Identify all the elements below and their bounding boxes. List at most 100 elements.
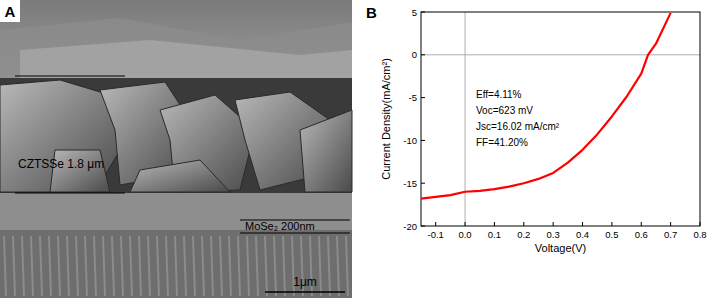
x-tick	[494, 222, 495, 226]
thickness-line	[15, 192, 125, 193]
sem-striation	[85, 236, 87, 296]
x-tick	[700, 222, 701, 226]
sem-striation	[22, 236, 24, 296]
panel-label-box	[0, 0, 20, 22]
sem-striation	[139, 236, 141, 296]
sem-striation	[193, 236, 195, 296]
plot-frame	[421, 12, 700, 226]
y-tick-label: -5	[409, 92, 417, 103]
figure: ACZTSSe 1.8 μmMoSe₂ 200nm1μmB-0.10.00.10…	[0, 0, 713, 298]
sem-striation	[220, 236, 222, 296]
x-tick	[670, 222, 671, 226]
sem-striation	[229, 236, 231, 296]
thickness-line	[15, 75, 125, 76]
sem-striation	[121, 236, 123, 296]
sem-striation	[184, 236, 186, 296]
x-tick	[435, 222, 436, 226]
y-tick	[421, 226, 425, 227]
sem-striation	[319, 236, 321, 296]
canvas: ACZTSSe 1.8 μmMoSe₂ 200nm1μmB-0.10.00.10…	[0, 0, 713, 298]
sem-striation	[328, 236, 330, 296]
y-tick-label: 0	[412, 49, 417, 60]
sem-surface	[0, 18, 352, 78]
sem-striation	[346, 236, 348, 296]
x-tick-label: 0.8	[693, 229, 706, 240]
sem-striation	[40, 236, 42, 296]
x-tick-label: 0.7	[664, 229, 677, 240]
annotation: Eff=4.11%	[476, 89, 522, 100]
x-tick-label: 0.3	[547, 229, 560, 240]
sem-grain	[0, 80, 120, 192]
y-tick-label: 5	[412, 7, 417, 18]
sem-striation	[112, 236, 114, 296]
y-tick-label: -20	[403, 221, 417, 232]
jv-curve	[421, 13, 671, 199]
sem-image: ACZTSSe 1.8 μmMoSe₂ 200nm1μm	[0, 0, 352, 298]
sem-striation	[103, 236, 105, 296]
annotation: Voc=623 mV	[476, 105, 533, 116]
sem-striation	[157, 236, 159, 296]
zero-line-x	[465, 12, 466, 226]
x-tick	[465, 222, 466, 226]
sem-striation	[13, 236, 15, 296]
x-tick-label: 0.1	[488, 229, 501, 240]
y-tick	[421, 97, 425, 98]
panel-label: B	[366, 4, 377, 21]
sem-striation	[211, 236, 213, 296]
y-tick-label: -10	[403, 135, 417, 146]
sem-striation	[49, 236, 51, 296]
sem-surface	[20, 40, 352, 78]
layer-label: CZTSSe 1.8 μm	[18, 157, 104, 171]
sem-absorber	[0, 78, 352, 194]
sem-striation	[166, 236, 168, 296]
sem-striation	[175, 236, 177, 296]
y-tick-label: -15	[403, 178, 417, 189]
x-axis-label: Voltage(V)	[535, 242, 586, 254]
scale-bar-label: 1μm	[293, 275, 317, 289]
sem-striation	[130, 236, 132, 296]
sem-striation	[256, 236, 258, 296]
sem-striation	[238, 236, 240, 296]
chart: B -0.1 0.0 0.1 0.2 0.3 0.4 0.5 0.6 0.7 0.8 -20 -15 -1…	[366, 4, 707, 254]
sem-striation	[31, 236, 33, 296]
sem-striation	[247, 236, 249, 296]
y-tick	[421, 54, 425, 55]
x-tick	[523, 222, 524, 226]
x-tick-label: 0.2	[517, 229, 530, 240]
sem-striation	[337, 236, 339, 296]
y-tick	[421, 140, 425, 141]
x-tick-label: 0.4	[576, 229, 589, 240]
x-tick	[553, 222, 554, 226]
y-tick	[421, 183, 425, 184]
sem-grain	[130, 160, 230, 192]
annotation: Jsc=16.02 mA/cm²	[476, 121, 560, 132]
sem-striation	[94, 236, 96, 296]
sem-striation	[4, 236, 6, 296]
x-tick-label: 0.0	[458, 229, 471, 240]
zero-line-y	[421, 54, 700, 55]
sem-striation	[76, 236, 78, 296]
thickness-line	[240, 233, 350, 234]
x-tick	[582, 222, 583, 226]
x-tick-label: 0.6	[635, 229, 648, 240]
sem-background	[0, 0, 352, 298]
sem-striation	[58, 236, 60, 296]
y-tick	[421, 12, 425, 13]
panel-label: A	[5, 3, 16, 20]
x-tick	[611, 222, 612, 226]
y-axis-label: Current Density(mA/cm²)	[380, 58, 392, 180]
x-tick-label: 0.5	[605, 229, 618, 240]
sem-top-region	[0, 0, 352, 78]
sem-striation	[283, 236, 285, 296]
sem-grain	[300, 110, 352, 192]
scale-bar	[265, 291, 345, 293]
annotation: FF=41.20%	[476, 137, 528, 148]
x-tick-label: -0.1	[427, 229, 443, 240]
sem-striation	[265, 236, 267, 296]
x-tick	[641, 222, 642, 226]
sem-striation	[202, 236, 204, 296]
sem-substrate	[0, 230, 352, 298]
plot-area	[421, 13, 671, 199]
sem-striation	[274, 236, 276, 296]
sem-striation	[148, 236, 150, 296]
